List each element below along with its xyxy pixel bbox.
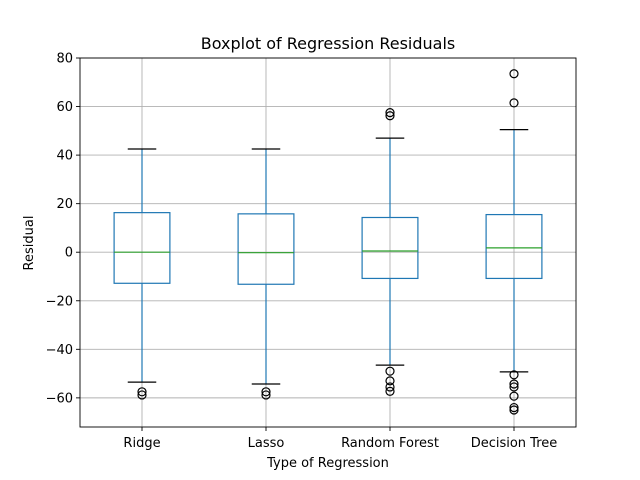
iqr-box <box>485 213 543 280</box>
x-tick-label: Decision Tree <box>471 436 558 451</box>
outlier-point <box>261 387 271 397</box>
y-tick-label: 80 <box>56 52 73 67</box>
iqr-box <box>361 216 419 280</box>
x-tick-label: Ridge <box>123 436 160 451</box>
iqr-box <box>237 213 295 285</box>
x-tick-label: Random Forest <box>341 436 439 451</box>
y-tick-label: 40 <box>56 149 73 164</box>
outlier-point <box>261 390 271 400</box>
iqr-box <box>113 212 171 284</box>
x-tick-label: Lasso <box>248 436 285 451</box>
outlier-point <box>385 376 395 386</box>
outlier-point <box>509 69 519 79</box>
plot-frame <box>79 57 577 428</box>
outlier-point <box>385 366 395 376</box>
outlier-point <box>509 382 519 392</box>
outlier-point <box>385 386 395 396</box>
outlier-point <box>385 108 395 118</box>
y-tick-label: −20 <box>46 294 73 309</box>
y-tick-label: −60 <box>46 391 73 406</box>
box-layer <box>113 69 543 415</box>
y-axis-label: Residual <box>22 216 37 271</box>
y-tick-label: 60 <box>56 100 73 115</box>
outlier-point <box>509 402 519 413</box>
outlier-point <box>509 391 519 401</box>
outlier-point <box>509 98 519 108</box>
y-tick-label: 20 <box>56 197 73 212</box>
box-group <box>485 69 543 415</box>
outlier-point <box>385 111 395 121</box>
outlier-point <box>509 379 519 389</box>
outlier-point <box>509 405 519 415</box>
y-tick-label: 0 <box>65 246 73 261</box>
outlier-point <box>137 390 147 400</box>
box-group <box>237 148 295 400</box>
box-group <box>113 148 171 400</box>
x-axis-label: Type of Regression <box>266 456 389 471</box>
chart-title: Boxplot of Regression Residuals <box>201 34 456 53</box>
outlier-point <box>509 370 519 380</box>
y-tick-label: −40 <box>46 343 73 358</box>
box-group <box>361 108 419 396</box>
outlier-point <box>137 387 147 397</box>
tick-layer: −60 −40 −20 0 20 40 60 80 Ridge Lasso Random Fores… <box>46 52 558 452</box>
outlier-point <box>385 382 395 392</box>
